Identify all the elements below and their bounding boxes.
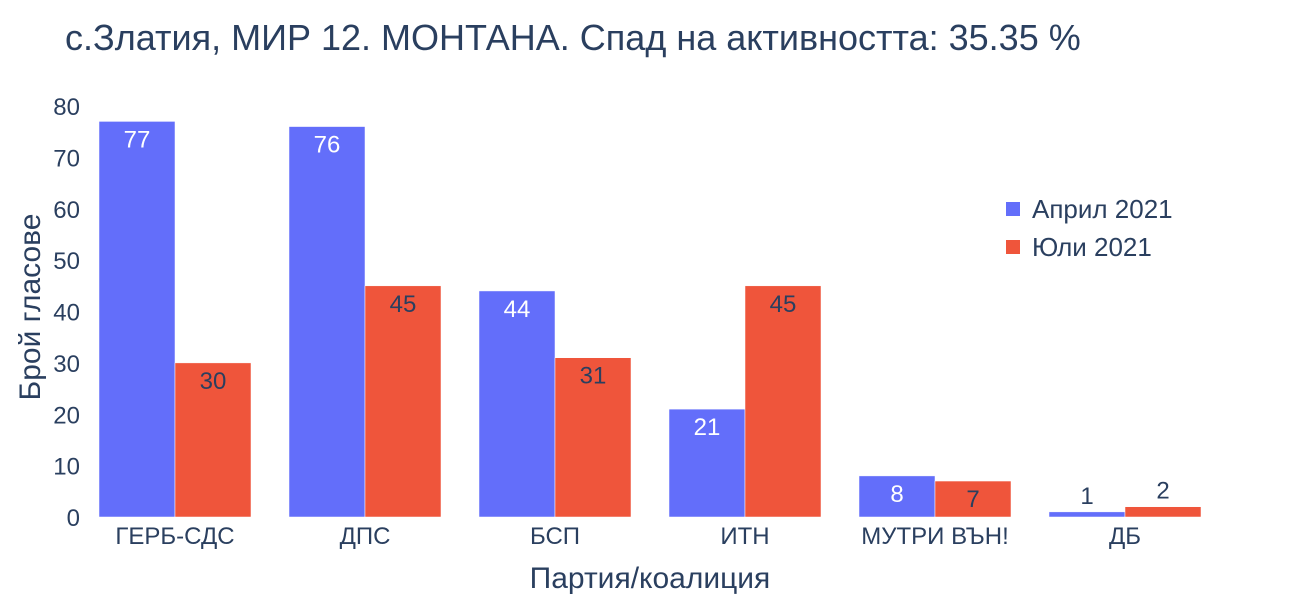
y-axis-title: Брой гласове — [14, 214, 47, 401]
bar — [478, 290, 556, 518]
y-tick-label: 60 — [53, 197, 80, 224]
bar — [1124, 506, 1202, 518]
x-tick-label: ДПС — [340, 523, 391, 550]
bar-value-label: 77 — [124, 126, 151, 153]
bar-value-label: 30 — [200, 368, 227, 395]
y-tick-label: 70 — [53, 145, 80, 172]
bar — [858, 475, 936, 518]
bar — [288, 126, 366, 518]
bar-value-label: 31 — [580, 363, 607, 390]
x-axis-ticks: ГЕРБ-СДС ДПС БСП ИТН МУТРИ ВЪН! ДБ — [115, 523, 1141, 550]
bar — [934, 480, 1012, 518]
x-tick-label: БСП — [530, 523, 580, 550]
chart-title: с.Златия, МИР 12. МОНТАНА. Спад на актив… — [65, 17, 1081, 58]
x-tick-label: ИТН — [720, 523, 769, 550]
y-tick-label: 20 — [53, 402, 80, 429]
y-tick-label: 80 — [53, 94, 80, 121]
bar-value-label: 7 — [966, 486, 979, 513]
x-tick-label: МУТРИ ВЪН! — [861, 523, 1008, 550]
y-tick-label: 10 — [53, 454, 80, 481]
x-tick-label: ГЕРБ-СДС — [115, 523, 234, 550]
x-axis-title: Партия/коалиция — [530, 562, 771, 595]
legend-label: Юли 2021 — [1032, 232, 1152, 262]
bar-value-label: 1 — [1080, 483, 1093, 510]
legend: Април 2021 Юли 2021 — [1006, 194, 1173, 262]
bar-value-label: 21 — [694, 414, 721, 441]
y-tick-label: 50 — [53, 248, 80, 275]
y-tick-label: 30 — [53, 351, 80, 378]
legend-swatch — [1006, 240, 1020, 254]
y-tick-label: 40 — [53, 300, 80, 327]
bar-value-label: 44 — [504, 296, 531, 323]
bar-value-label: 76 — [314, 132, 341, 159]
bars — [98, 121, 1202, 518]
x-tick-label: ДБ — [1109, 523, 1141, 550]
bar — [554, 357, 632, 518]
legend-swatch — [1006, 202, 1020, 216]
bar — [1048, 511, 1126, 518]
y-axis-ticks: 0 10 20 30 40 50 60 70 80 — [53, 94, 80, 532]
bar — [98, 121, 176, 518]
bar-value-label: 45 — [390, 291, 417, 318]
bar-value-label: 45 — [770, 291, 797, 318]
bar-value-label: 2 — [1156, 478, 1169, 505]
bar — [744, 285, 822, 518]
bar — [174, 362, 252, 518]
bar-labels: 77 30 76 45 44 31 21 45 8 7 1 2 — [124, 126, 1170, 513]
bar — [364, 285, 442, 518]
y-tick-label: 0 — [67, 505, 80, 532]
legend-label: Април 2021 — [1032, 194, 1173, 224]
bar-value-label: 8 — [890, 481, 903, 508]
bar — [668, 408, 746, 518]
